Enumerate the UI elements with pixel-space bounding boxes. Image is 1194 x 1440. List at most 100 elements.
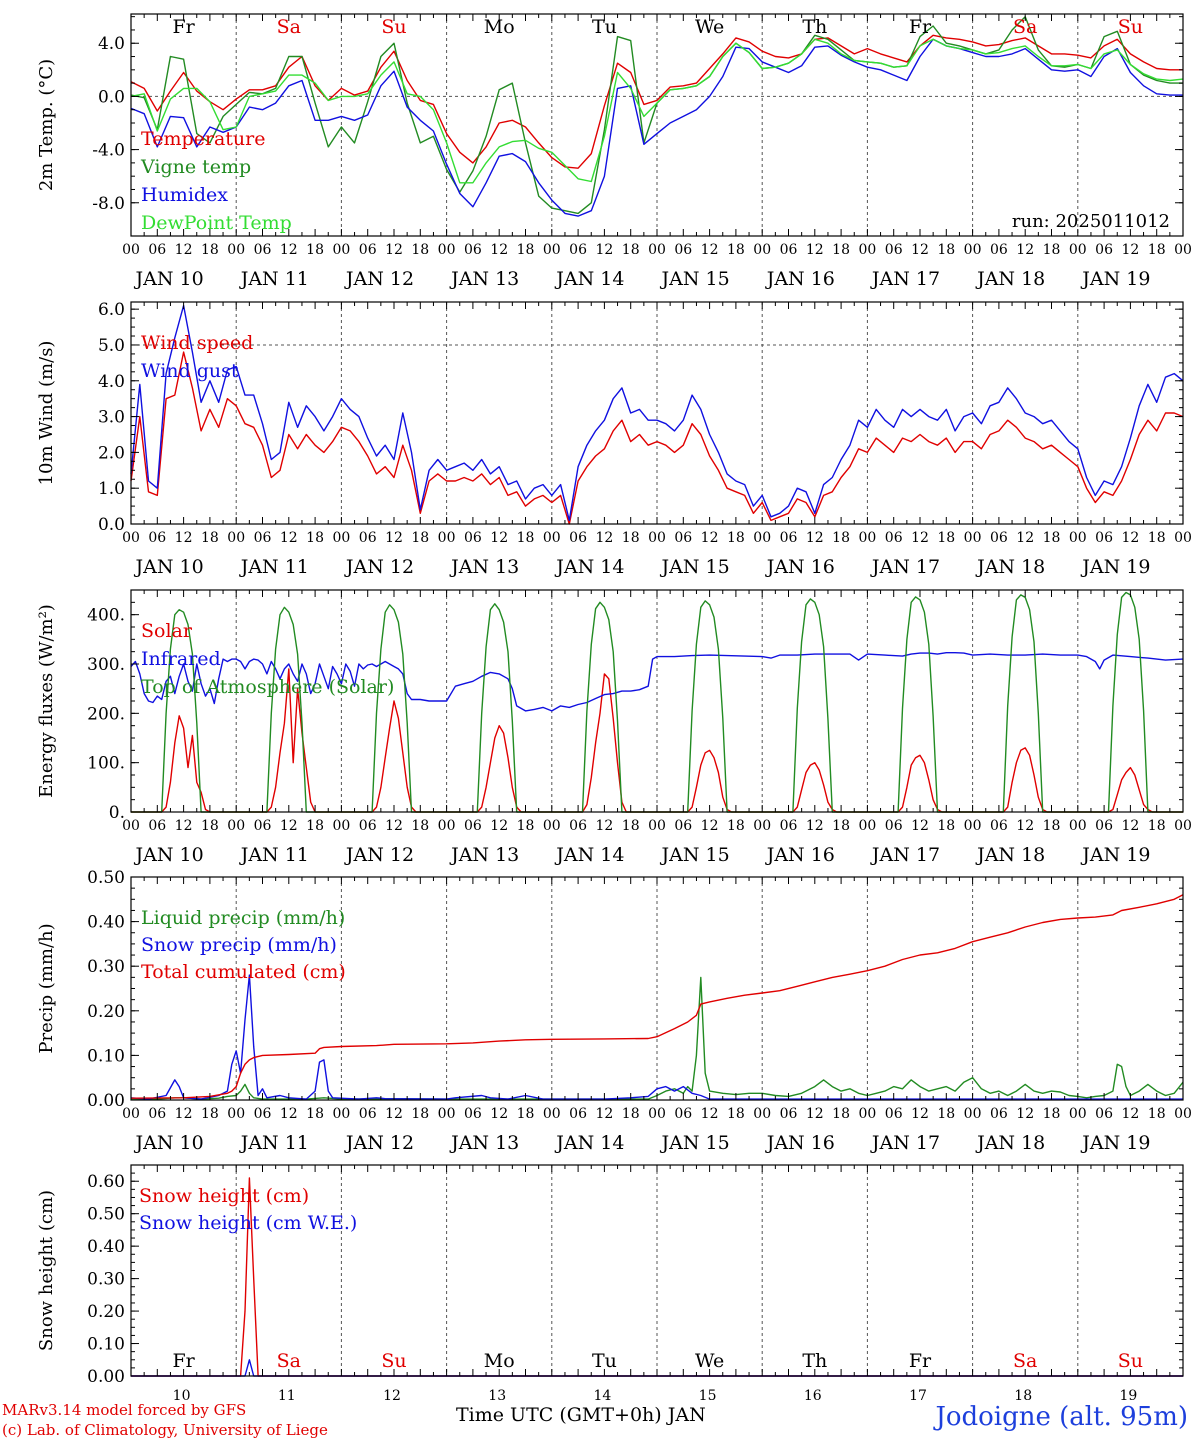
x-hour-label: 00 — [438, 1106, 456, 1122]
x-hour-label: 12 — [911, 818, 929, 834]
x-hour-label: 06 — [780, 818, 798, 834]
y-tick-label: 5.0 — [98, 336, 125, 356]
x-hour-label: 18 — [622, 530, 640, 546]
legend-entry: Temperature — [141, 128, 265, 150]
x-hour-label: 00 — [1174, 1106, 1192, 1122]
y-tick-label: 0.40 — [87, 1237, 125, 1257]
x-hour-label: 18 — [517, 818, 535, 834]
weekday-label: Fr — [909, 16, 932, 38]
weekday-label: Su — [1118, 1350, 1143, 1372]
legend-entry: Total cumulated (cm) — [141, 961, 346, 983]
x-hour-label: 12 — [1121, 1106, 1139, 1122]
x-hour-label: 12 — [701, 818, 719, 834]
x-hour-label: 12 — [175, 530, 193, 546]
x-hour-label: 00 — [543, 530, 561, 546]
x-hour-label: 12 — [490, 242, 508, 258]
x-hour-label: 12 — [595, 530, 613, 546]
x-day-label: JAN 12 — [344, 268, 414, 290]
x-hour-label: 06 — [780, 530, 798, 546]
x-day-label: JAN 18 — [975, 268, 1045, 290]
x-hour-label: 18 — [622, 242, 640, 258]
x-day-number: 17 — [909, 1388, 927, 1400]
x-hour-label: 12 — [1016, 818, 1034, 834]
x-day-label: JAN 15 — [660, 1132, 730, 1154]
x-hour-label: 06 — [254, 1106, 272, 1122]
x-hour-label: 12 — [1121, 530, 1139, 546]
x-day-label: JAN 10 — [134, 1132, 204, 1154]
y-axis-label: Energy fluxes (W/m²) — [36, 604, 57, 798]
lab-credit: (c) Lab. of Climatology, University of L… — [2, 1421, 328, 1439]
x-hour-label: 00 — [227, 530, 245, 546]
y-tick-label: 300. — [87, 655, 125, 675]
x-hour-label: 06 — [780, 1106, 798, 1122]
y-tick-label: 4.0 — [98, 34, 125, 54]
x-hour-label: 00 — [543, 242, 561, 258]
x-day-number: 16 — [804, 1388, 822, 1400]
legend-entry: DewPoint Temp — [141, 212, 292, 234]
weekday-label: Su — [1118, 16, 1143, 38]
x-day-label: JAN 19 — [1080, 268, 1150, 290]
x-hour-label: 06 — [148, 818, 166, 834]
y-tick-label: 0.30 — [87, 1270, 125, 1290]
legend-entry: Humidex — [141, 184, 228, 206]
x-hour-label: 18 — [517, 242, 535, 258]
x-hour-label: 12 — [280, 530, 298, 546]
x-hour-label: 12 — [490, 818, 508, 834]
x-hour-label: 00 — [438, 818, 456, 834]
panel-1: -8.0 -4.0 0.0 4.0 2m Temp. (°C) Temperature Vi… — [36, 13, 1192, 290]
y-axis-label: 2m Temp. (°C) — [36, 59, 57, 191]
x-day-label: JAN 10 — [134, 844, 204, 866]
x-day-number: 13 — [488, 1388, 506, 1400]
weekday-label: Sa — [277, 1350, 301, 1372]
y-tick-label: 6.0 — [98, 300, 125, 320]
y-tick-label: 0.00 — [87, 1091, 125, 1111]
x-day-label: JAN 14 — [554, 1132, 624, 1154]
x-day-label: JAN 11 — [239, 556, 309, 578]
location-label: Jodoigne (alt. 95m) — [935, 1402, 1188, 1432]
y-tick-label: 0.60 — [87, 1172, 125, 1192]
x-hour-label: 12 — [175, 818, 193, 834]
x-hour-label: 06 — [359, 818, 377, 834]
x-day-label: JAN 13 — [449, 1132, 519, 1154]
x-day-label: JAN 18 — [975, 1132, 1045, 1154]
model-credit: MARv3.14 model forced by GFS — [2, 1401, 247, 1419]
x-hour-label: 00 — [543, 818, 561, 834]
y-tick-label: 0.10 — [87, 1046, 125, 1066]
weekday-label: Th — [802, 1350, 827, 1372]
x-hour-label: 06 — [254, 530, 272, 546]
weekday-label: Sa — [1013, 1350, 1037, 1372]
x-hour-label: 12 — [595, 242, 613, 258]
x-hour-label: 12 — [806, 818, 824, 834]
weekday-label: Sa — [1013, 16, 1037, 38]
x-day-label: JAN 14 — [554, 268, 624, 290]
x-day-number: 14 — [593, 1388, 611, 1400]
x-hour-label: 12 — [701, 1106, 719, 1122]
x-hour-label: 18 — [411, 530, 429, 546]
x-day-number: 19 — [1119, 1388, 1137, 1400]
x-hour-label: 06 — [1095, 530, 1113, 546]
x-day-label: JAN 11 — [239, 268, 309, 290]
x-hour-label: 00 — [858, 530, 876, 546]
x-hour-label: 06 — [148, 1106, 166, 1122]
x-hour-label: 12 — [1016, 530, 1034, 546]
legend-entry: Top of Atmosphere (Solar) — [141, 676, 394, 698]
x-hour-label: 18 — [622, 818, 640, 834]
x-hour-label: 18 — [727, 818, 745, 834]
x-day-label: JAN 18 — [975, 556, 1045, 578]
x-day-number: 18 — [1014, 1388, 1032, 1400]
x-hour-label: 06 — [885, 818, 903, 834]
x-hour-label: 12 — [806, 242, 824, 258]
x-day-label: JAN 17 — [870, 268, 940, 290]
weekday-label: We — [695, 1350, 724, 1372]
x-hour-label: 06 — [254, 242, 272, 258]
panel-5: 0.00 0.10 0.20 0.30 0.40 0.50 0.60 Snow height … — [36, 1164, 1184, 1404]
x-hour-label: 00 — [122, 818, 140, 834]
weekday-label: Tu — [592, 16, 617, 38]
legend-entry: Solar — [141, 620, 193, 642]
x-hour-label: 00 — [648, 242, 666, 258]
meteogram-svg: -8.0 -4.0 0.0 4.0 2m Temp. (°C) Temperature Vi… — [36, 13, 1192, 1404]
x-hour-label: 12 — [701, 530, 719, 546]
x-hour-label: 06 — [990, 818, 1008, 834]
x-hour-label: 18 — [517, 530, 535, 546]
y-tick-label: 0.20 — [87, 1302, 125, 1322]
